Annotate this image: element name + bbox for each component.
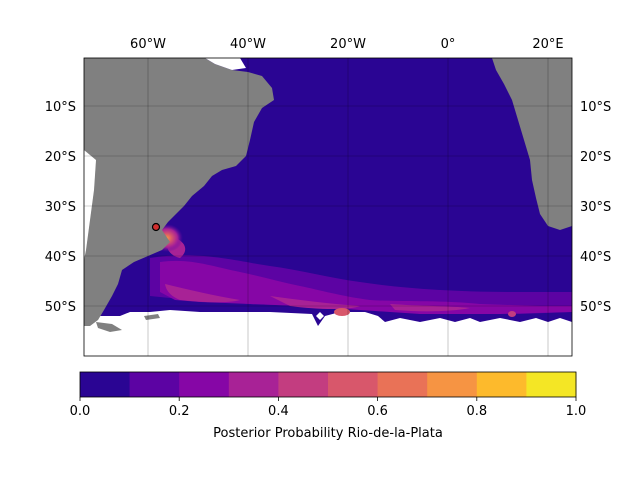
land-tierra-del-fuego: [96, 322, 122, 332]
colorbar-bin: [427, 372, 478, 397]
colorbar-bin: [228, 372, 279, 397]
land-south-america: [84, 58, 274, 326]
lat-label-right-40s: 40°S: [580, 250, 611, 265]
probability-spot-1: [334, 308, 350, 316]
lat-label-right-20s: 20°S: [580, 150, 611, 165]
colorbar-bin: [129, 372, 180, 397]
no-data-diamond: [316, 312, 324, 320]
colorbar-tick-label: 0.8: [466, 404, 487, 419]
lat-label-left-50s: 50°S: [45, 300, 76, 315]
lon-label-0: 0°: [441, 37, 456, 52]
colorbar-tick-label: 1.0: [566, 404, 587, 419]
lon-label-60w: 60°W: [130, 37, 166, 52]
lat-label-right-30s: 30°S: [580, 200, 611, 215]
colorbar-bin: [377, 372, 428, 397]
lat-label-left-40s: 40°S: [45, 250, 76, 265]
land-falklands: [144, 314, 160, 320]
colorbar-label: Posterior Probability Rio-de-la-Plata: [213, 426, 443, 441]
latitude-labels-left: 10°S 20°S 30°S 40°S 50°S: [45, 100, 76, 315]
probability-band-streak-1: [165, 284, 240, 303]
lat-label-right-50s: 50°S: [580, 300, 611, 315]
probability-band-mid: [160, 260, 572, 314]
colorbar-bin: [278, 372, 329, 397]
lat-label-right-10s: 10°S: [580, 100, 611, 115]
gridlines: [84, 58, 572, 356]
map-frame: [83, 57, 573, 357]
map-panel: 60°W 40°W 20°W 0° 20°E 10°S 20°S 30°S 40…: [45, 37, 611, 357]
colorbar-tick-label: 0.2: [169, 404, 190, 419]
latitude-labels-right: 10°S 20°S 30°S 40°S 50°S: [580, 100, 611, 315]
colorbar-tick-label: 0.4: [268, 404, 289, 419]
lat-label-left-20s: 20°S: [45, 150, 76, 165]
lon-label-20w: 20°W: [330, 37, 366, 52]
lon-label-20e: 20°E: [532, 37, 563, 52]
probability-spot-2: [508, 311, 516, 317]
colorbar-bins: [80, 372, 577, 397]
no-data-top: [205, 58, 246, 70]
land-africa: [492, 58, 572, 230]
colorbar-tick-label: 0.0: [70, 404, 91, 419]
colorbar-bin: [80, 372, 131, 397]
colorbar-bin: [328, 372, 379, 397]
colorbar-tick-label: 0.6: [367, 404, 388, 419]
colorbar-bin: [179, 372, 230, 397]
colorbar-frame: [79, 371, 577, 398]
colorbar-ticks: 0.0 0.2 0.4 0.6 0.8 1.0: [70, 397, 587, 419]
lon-label-40w: 40°W: [230, 37, 266, 52]
lat-label-left-30s: 30°S: [45, 200, 76, 215]
probability-band-streak-2: [270, 296, 360, 309]
colorbar-bin: [526, 372, 577, 397]
probability-band-streak-3: [390, 304, 470, 312]
lat-label-left-10s: 10°S: [45, 100, 76, 115]
release-point-marker: [151, 222, 161, 232]
no-data-west-coast: [84, 150, 96, 260]
colorbar: 0.0 0.2 0.4 0.6 0.8 1.0 Posterior Probability…: [70, 371, 587, 441]
colorbar-bin: [476, 372, 527, 397]
longitude-labels: 60°W 40°W 20°W 0° 20°E: [130, 37, 564, 52]
